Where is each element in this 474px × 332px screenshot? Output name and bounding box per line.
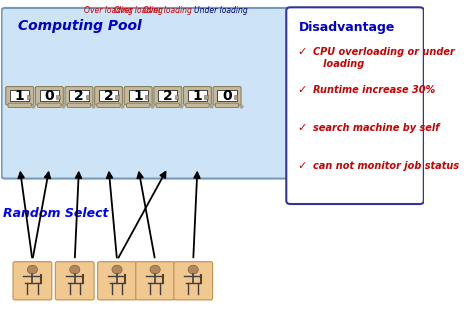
Text: ✓: ✓ <box>297 123 306 133</box>
Bar <box>27 95 30 99</box>
Text: ✓: ✓ <box>297 85 306 95</box>
FancyBboxPatch shape <box>213 87 241 105</box>
Text: Random Select: Random Select <box>3 208 109 220</box>
Text: Under loading: Under loading <box>194 6 247 15</box>
Bar <box>234 95 237 99</box>
Text: ✓: ✓ <box>297 161 306 171</box>
Text: 0: 0 <box>45 89 54 103</box>
FancyBboxPatch shape <box>124 87 152 105</box>
FancyBboxPatch shape <box>95 87 123 105</box>
Text: Over loading: Over loading <box>84 6 133 15</box>
FancyBboxPatch shape <box>36 87 64 105</box>
FancyBboxPatch shape <box>98 262 137 300</box>
Bar <box>218 90 237 101</box>
FancyBboxPatch shape <box>156 103 180 108</box>
Bar <box>158 90 177 101</box>
Text: CPU overloading or under
   loading: CPU overloading or under loading <box>312 47 454 69</box>
FancyBboxPatch shape <box>8 103 31 108</box>
Bar <box>128 90 148 101</box>
Text: 0: 0 <box>222 89 232 103</box>
FancyBboxPatch shape <box>286 7 424 204</box>
Text: Over loading: Over loading <box>143 6 192 15</box>
Bar <box>40 90 59 101</box>
Bar <box>86 95 89 99</box>
Bar <box>10 90 29 101</box>
Bar <box>188 90 207 101</box>
FancyBboxPatch shape <box>1 8 292 179</box>
Text: 1: 1 <box>133 89 143 103</box>
Text: can not monitor job status: can not monitor job status <box>312 161 459 171</box>
Bar <box>115 95 119 99</box>
FancyBboxPatch shape <box>215 103 239 108</box>
FancyBboxPatch shape <box>65 87 93 105</box>
FancyBboxPatch shape <box>6 87 34 105</box>
Ellipse shape <box>188 265 198 274</box>
FancyBboxPatch shape <box>174 262 212 300</box>
Text: Over loading: Over loading <box>114 6 163 15</box>
Text: 1: 1 <box>192 89 202 103</box>
Text: Disadvantage: Disadvantage <box>299 21 395 34</box>
Text: 1: 1 <box>15 89 25 103</box>
FancyBboxPatch shape <box>37 103 61 108</box>
FancyBboxPatch shape <box>97 103 120 108</box>
FancyBboxPatch shape <box>154 87 182 105</box>
FancyBboxPatch shape <box>55 262 94 300</box>
Text: Computing Pool: Computing Pool <box>18 19 141 33</box>
Bar <box>145 95 148 99</box>
Ellipse shape <box>27 265 37 274</box>
Text: 2: 2 <box>104 89 113 103</box>
Bar <box>99 90 118 101</box>
Bar <box>174 95 178 99</box>
Bar <box>204 95 208 99</box>
Ellipse shape <box>150 265 160 274</box>
Ellipse shape <box>70 265 80 274</box>
Ellipse shape <box>112 265 122 274</box>
FancyBboxPatch shape <box>67 103 91 108</box>
FancyBboxPatch shape <box>136 262 174 300</box>
Text: 2: 2 <box>74 89 84 103</box>
Text: Runtime increase 30%: Runtime increase 30% <box>312 85 435 95</box>
Bar <box>69 90 89 101</box>
Text: ✓: ✓ <box>297 47 306 57</box>
FancyBboxPatch shape <box>127 103 150 108</box>
Bar <box>56 95 60 99</box>
FancyBboxPatch shape <box>186 103 209 108</box>
FancyBboxPatch shape <box>183 87 211 105</box>
Text: 2: 2 <box>163 89 173 103</box>
FancyBboxPatch shape <box>13 262 52 300</box>
Text: search machine by self: search machine by self <box>312 123 439 133</box>
